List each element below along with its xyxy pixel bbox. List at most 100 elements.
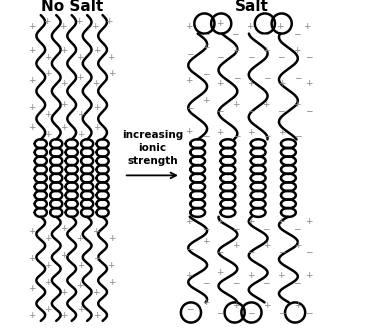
Text: −: − [262, 224, 270, 233]
Text: +: + [44, 17, 51, 26]
Text: +: + [232, 46, 240, 55]
Text: +: + [28, 254, 36, 263]
Text: +: + [263, 241, 270, 250]
Text: −: − [278, 308, 285, 317]
Text: −: − [263, 73, 270, 82]
Text: −: − [201, 224, 209, 233]
Text: +: + [107, 261, 115, 270]
Text: +: + [28, 227, 36, 236]
Text: No Salt: No Salt [40, 0, 103, 13]
Text: −: − [247, 107, 254, 115]
Text: +: + [201, 96, 209, 105]
Text: +: + [44, 234, 51, 243]
Text: −: − [202, 29, 210, 38]
Text: +: + [76, 281, 83, 290]
Text: +: + [185, 217, 193, 226]
Text: +: + [77, 305, 84, 313]
Text: +: + [294, 301, 301, 310]
Text: +: + [277, 217, 285, 226]
Text: +: + [60, 46, 68, 55]
Text: −: − [263, 132, 270, 140]
Text: +: + [93, 46, 101, 55]
Text: +: + [216, 80, 224, 88]
Text: +: + [28, 311, 36, 320]
Text: +: + [28, 23, 36, 31]
Text: +: + [76, 53, 84, 61]
Text: +: + [305, 271, 312, 280]
Text: +: + [216, 217, 224, 226]
Text: +: + [44, 278, 51, 287]
Text: +: + [44, 305, 52, 313]
Text: −: − [232, 73, 240, 82]
Text: +: + [93, 103, 100, 112]
Text: −: − [261, 29, 269, 38]
Text: −: − [262, 278, 270, 287]
Text: +: + [92, 227, 100, 236]
Text: +: + [92, 80, 100, 88]
Text: +: + [247, 217, 254, 226]
Text: +: + [303, 23, 310, 31]
Text: +: + [60, 100, 68, 109]
Text: −: − [294, 73, 301, 82]
Text: +: + [247, 128, 255, 137]
Text: +: + [105, 17, 113, 26]
Text: +: + [202, 298, 210, 307]
Text: −: − [216, 308, 224, 317]
Text: +: + [77, 110, 84, 119]
Text: +: + [28, 76, 36, 85]
Text: −: − [201, 278, 209, 287]
Text: +: + [108, 234, 116, 243]
Text: +: + [77, 130, 84, 139]
Text: +: + [93, 254, 100, 263]
Text: −: − [294, 132, 301, 140]
Text: −: − [305, 308, 312, 317]
Text: −: − [202, 132, 210, 140]
Text: +: + [44, 53, 52, 61]
Text: Salt: Salt [234, 0, 269, 13]
Text: −: − [232, 278, 240, 287]
Text: +: + [60, 23, 67, 31]
Text: +: + [262, 46, 270, 55]
Text: −: − [185, 244, 193, 253]
Text: +: + [201, 43, 209, 51]
Text: +: + [185, 271, 193, 280]
Text: +: + [185, 127, 193, 135]
Text: +: + [276, 23, 284, 31]
Text: +: + [60, 224, 67, 233]
Text: +: + [108, 70, 116, 78]
Text: +: + [232, 100, 240, 109]
Text: −: − [216, 53, 224, 61]
Text: +: + [216, 128, 224, 137]
Text: −: − [247, 53, 254, 61]
Text: +: + [293, 46, 301, 55]
Text: +: + [77, 261, 84, 270]
Text: −: − [305, 107, 312, 115]
Text: +: + [294, 241, 301, 250]
Text: −: − [305, 248, 312, 256]
Text: +: + [262, 100, 270, 109]
Text: −: − [232, 224, 240, 233]
Text: +: + [247, 80, 255, 88]
Text: +: + [232, 241, 240, 250]
Text: +: + [108, 278, 116, 287]
Text: +: + [305, 217, 312, 226]
Text: +: + [232, 301, 240, 310]
Text: +: + [216, 19, 223, 28]
Text: +: + [92, 288, 100, 297]
Text: +: + [60, 123, 68, 132]
Text: −: − [277, 53, 285, 61]
Text: +: + [305, 80, 312, 88]
Text: −: − [216, 248, 224, 256]
Text: +: + [44, 130, 52, 139]
Text: −: − [293, 29, 301, 38]
Text: −: − [278, 248, 285, 256]
Text: −: − [231, 29, 238, 38]
Text: −: − [185, 49, 193, 58]
Text: +: + [247, 271, 254, 280]
Text: increasing
ionic
strength: increasing ionic strength [122, 130, 183, 166]
Text: −: − [247, 308, 255, 317]
Text: +: + [60, 311, 68, 320]
Text: +: + [246, 23, 254, 31]
Text: −: − [216, 107, 224, 115]
Text: −: − [277, 107, 285, 115]
